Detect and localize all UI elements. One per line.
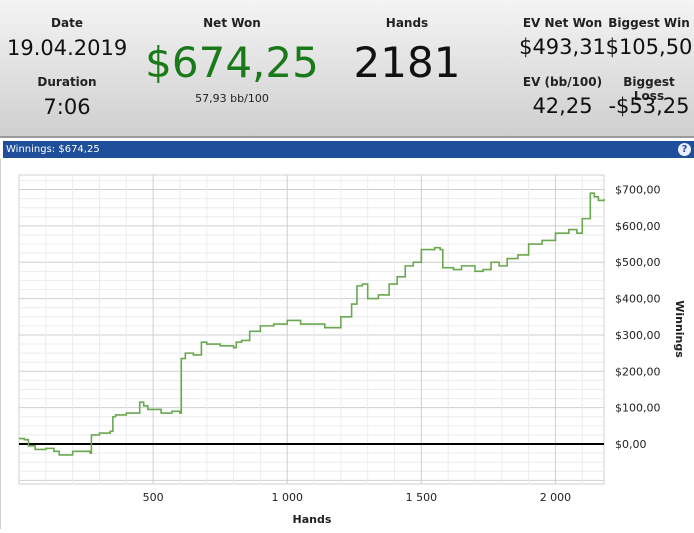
y-tick-label: $400,00	[615, 293, 661, 306]
winnings-chart: $0,00 $100,00 $200,00 $300,00 $400,00 $500,00…	[0, 159, 694, 529]
duration-label: Duration	[37, 75, 97, 89]
y-tick-label: $700,00	[615, 184, 661, 197]
x-axis-label: Hands	[293, 513, 332, 526]
net-won-value: $674,25	[145, 38, 319, 87]
y-tick-label: $600,00	[615, 220, 661, 233]
session-stats-panel: Date 19.04.2019 Duration 7:06 Net Won $6…	[0, 0, 694, 138]
x-tick-label: 2 000	[540, 491, 572, 504]
net-won-bb-value: 57,93 bb/100	[195, 92, 269, 105]
winnings-title-bar: Winnings: $674,25 ?	[3, 141, 694, 158]
hands-value: 2181	[353, 38, 461, 87]
date-value: 19.04.2019	[7, 36, 128, 60]
winnings-line	[19, 192, 605, 456]
y-tick-label: $100,00	[615, 402, 661, 415]
y-tick-label: $200,00	[615, 365, 661, 378]
y-tick-label: $500,00	[615, 256, 661, 269]
date-label: Date	[51, 16, 83, 30]
net-won-label: Net Won	[203, 16, 261, 30]
x-tick-label: 1 000	[271, 491, 303, 504]
biggest-loss-value: -$53,25	[608, 94, 690, 118]
biggest-win-label: Biggest Win	[608, 16, 690, 30]
ev-net-won-value: $493,31	[519, 35, 606, 59]
ev-bb-value: 42,25	[532, 94, 593, 118]
biggest-win-value: $105,50	[605, 35, 693, 59]
winnings-chart-svg: $0,00 $100,00 $200,00 $300,00 $400,00 $500,00…	[18, 174, 686, 526]
x-tick-label: 1 500	[406, 491, 438, 504]
hands-label: Hands	[385, 16, 429, 30]
ev-bb-label: EV (bb/100)	[522, 75, 603, 89]
y-tick-label: $300,00	[615, 329, 661, 342]
biggest-loss-label: Biggest Loss	[623, 75, 675, 103]
y-axis-label: Winnings	[673, 300, 686, 358]
help-icon[interactable]: ?	[678, 143, 691, 156]
winnings-title: Winnings: $674,25	[6, 144, 100, 155]
y-tick-label: $0,00	[615, 438, 647, 451]
plot-area	[18, 174, 605, 485]
ev-net-won-label: EV Net Won	[522, 16, 603, 30]
duration-value: 7:06	[43, 95, 91, 119]
x-tick-label: 500	[143, 491, 164, 504]
